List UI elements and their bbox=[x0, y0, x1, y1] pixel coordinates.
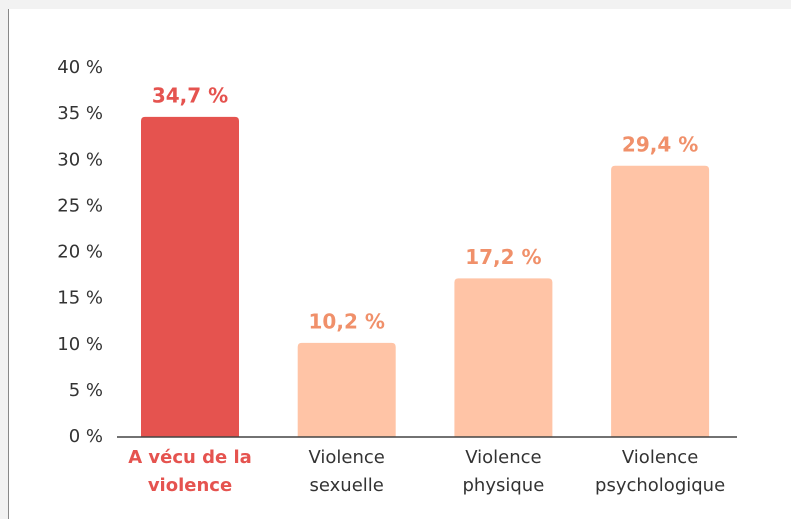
value-label: 34,7 % bbox=[152, 83, 228, 107]
value-label: 29,4 % bbox=[622, 132, 698, 156]
x-tick-label: sexuelle bbox=[310, 475, 384, 496]
y-tick-label: 30 % bbox=[57, 149, 103, 170]
x-tick-label: Violence bbox=[622, 447, 698, 468]
x-tick-label: A vécu de la bbox=[128, 447, 252, 468]
value-label: 10,2 % bbox=[309, 309, 385, 333]
bar bbox=[297, 342, 396, 437]
y-tick-label: 20 % bbox=[57, 242, 103, 263]
y-tick-label: 40 % bbox=[57, 57, 103, 78]
y-tick-label: 25 % bbox=[57, 195, 103, 216]
value-label: 17,2 % bbox=[465, 245, 541, 269]
y-tick-label: 0 % bbox=[69, 426, 103, 447]
x-tick-label: Violence bbox=[309, 447, 385, 468]
x-tick-label: psychologique bbox=[595, 475, 725, 496]
y-tick-label: 5 % bbox=[69, 380, 103, 401]
y-tick-label: 35 % bbox=[57, 103, 103, 124]
bar bbox=[611, 165, 710, 437]
x-tick-label: violence bbox=[148, 475, 232, 496]
y-tick-label: 10 % bbox=[57, 334, 103, 355]
bar bbox=[141, 116, 239, 437]
bar bbox=[454, 278, 553, 437]
x-tick-label: Violence bbox=[465, 447, 541, 468]
y-tick-label: 15 % bbox=[57, 288, 103, 309]
x-tick-label: physique bbox=[463, 475, 545, 496]
